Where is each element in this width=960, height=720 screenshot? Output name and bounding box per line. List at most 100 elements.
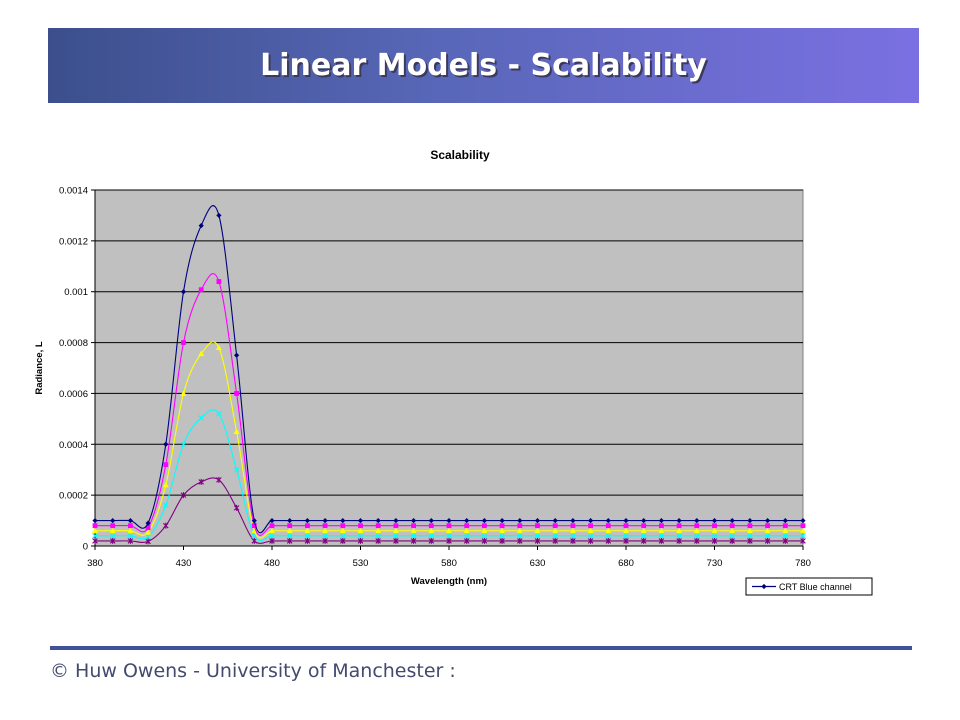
data-point <box>623 517 629 524</box>
data-point <box>464 517 470 524</box>
data-point <box>800 517 806 524</box>
data-point <box>216 279 222 284</box>
data-point <box>251 523 257 529</box>
y-tick-label: 0.0004 <box>59 440 88 451</box>
data-point <box>463 533 470 539</box>
data-point <box>269 533 275 539</box>
data-point <box>499 527 506 534</box>
x-tick-label: 430 <box>176 558 192 569</box>
data-point <box>180 390 187 396</box>
data-point <box>127 537 134 544</box>
x-tick-label: 530 <box>353 558 369 569</box>
data-point <box>782 527 789 534</box>
data-point <box>322 533 328 539</box>
data-point <box>711 533 718 539</box>
data-point <box>411 523 416 529</box>
data-point <box>729 533 736 539</box>
data-point <box>570 523 576 529</box>
data-point <box>464 523 470 529</box>
data-point <box>180 289 187 295</box>
data-point <box>340 517 346 524</box>
data-point <box>428 533 435 539</box>
legend-box <box>745 577 873 596</box>
data-point <box>711 537 718 544</box>
data-point <box>145 529 152 535</box>
data-point <box>92 523 98 529</box>
data-point <box>393 517 399 524</box>
data-point <box>410 537 417 544</box>
data-point <box>552 537 558 544</box>
data-point <box>676 537 682 544</box>
data-point <box>534 533 541 539</box>
data-point <box>641 517 647 524</box>
data-point <box>375 533 382 539</box>
data-point <box>711 527 718 534</box>
data-point <box>640 527 647 534</box>
data-point <box>747 517 753 524</box>
data-point <box>552 523 558 529</box>
data-point <box>286 527 293 534</box>
title-bar: Linear Models - Scalability <box>48 28 919 103</box>
data-point <box>428 527 435 534</box>
data-point <box>694 537 700 544</box>
y-tick-label: 0.0008 <box>59 338 88 349</box>
data-point <box>570 533 576 539</box>
y-tick-label: 0 <box>83 542 88 553</box>
data-point <box>570 517 576 524</box>
data-point <box>765 523 770 529</box>
data-point <box>411 517 417 524</box>
data-point <box>393 537 399 544</box>
data-point <box>747 537 753 544</box>
slide-title: Linear Models - Scalability <box>260 48 707 83</box>
data-point <box>110 523 116 529</box>
data-point <box>127 533 134 539</box>
data-point <box>322 527 329 534</box>
legend-marker <box>761 583 767 590</box>
data-point <box>517 537 523 544</box>
data-point <box>375 537 381 544</box>
data-point <box>534 537 541 544</box>
data-point <box>269 527 275 534</box>
data-point <box>162 481 169 488</box>
data-point <box>481 527 488 534</box>
data-point <box>322 537 328 544</box>
legend-label: CRT Blue channel <box>779 582 852 592</box>
data-point <box>658 537 665 544</box>
data-point <box>765 517 771 524</box>
data-point <box>339 533 346 539</box>
data-point <box>729 523 735 529</box>
data-point <box>605 533 612 539</box>
x-axis-label: Wavelength (nm) <box>411 576 487 587</box>
data-point <box>623 537 629 544</box>
x-tick-label: 680 <box>618 558 634 569</box>
data-point <box>605 537 612 544</box>
data-point <box>340 537 346 544</box>
data-point <box>800 537 806 544</box>
data-point <box>605 527 612 534</box>
y-axis-label: Radiance, L <box>34 341 45 395</box>
data-point <box>552 527 559 534</box>
data-point <box>481 533 488 539</box>
data-point <box>127 527 134 534</box>
data-point <box>180 492 187 499</box>
data-point <box>729 537 735 544</box>
y-tick-label: 0.0012 <box>59 236 88 247</box>
plot-area <box>94 189 804 547</box>
data-point <box>658 517 664 524</box>
data-point <box>800 533 806 539</box>
data-point <box>499 537 505 544</box>
data-point <box>339 527 346 534</box>
data-point <box>535 523 540 529</box>
data-point <box>676 517 682 524</box>
data-point <box>127 517 133 524</box>
data-point <box>446 533 452 539</box>
data-point <box>322 517 328 524</box>
y-tick-label: 0.0006 <box>59 389 88 400</box>
data-point <box>375 527 382 534</box>
data-point <box>92 533 98 539</box>
data-point <box>410 527 417 534</box>
footer-text: © Huw Owens - University of Manchester : <box>50 660 456 682</box>
data-point <box>517 517 523 524</box>
data-point <box>109 533 116 539</box>
